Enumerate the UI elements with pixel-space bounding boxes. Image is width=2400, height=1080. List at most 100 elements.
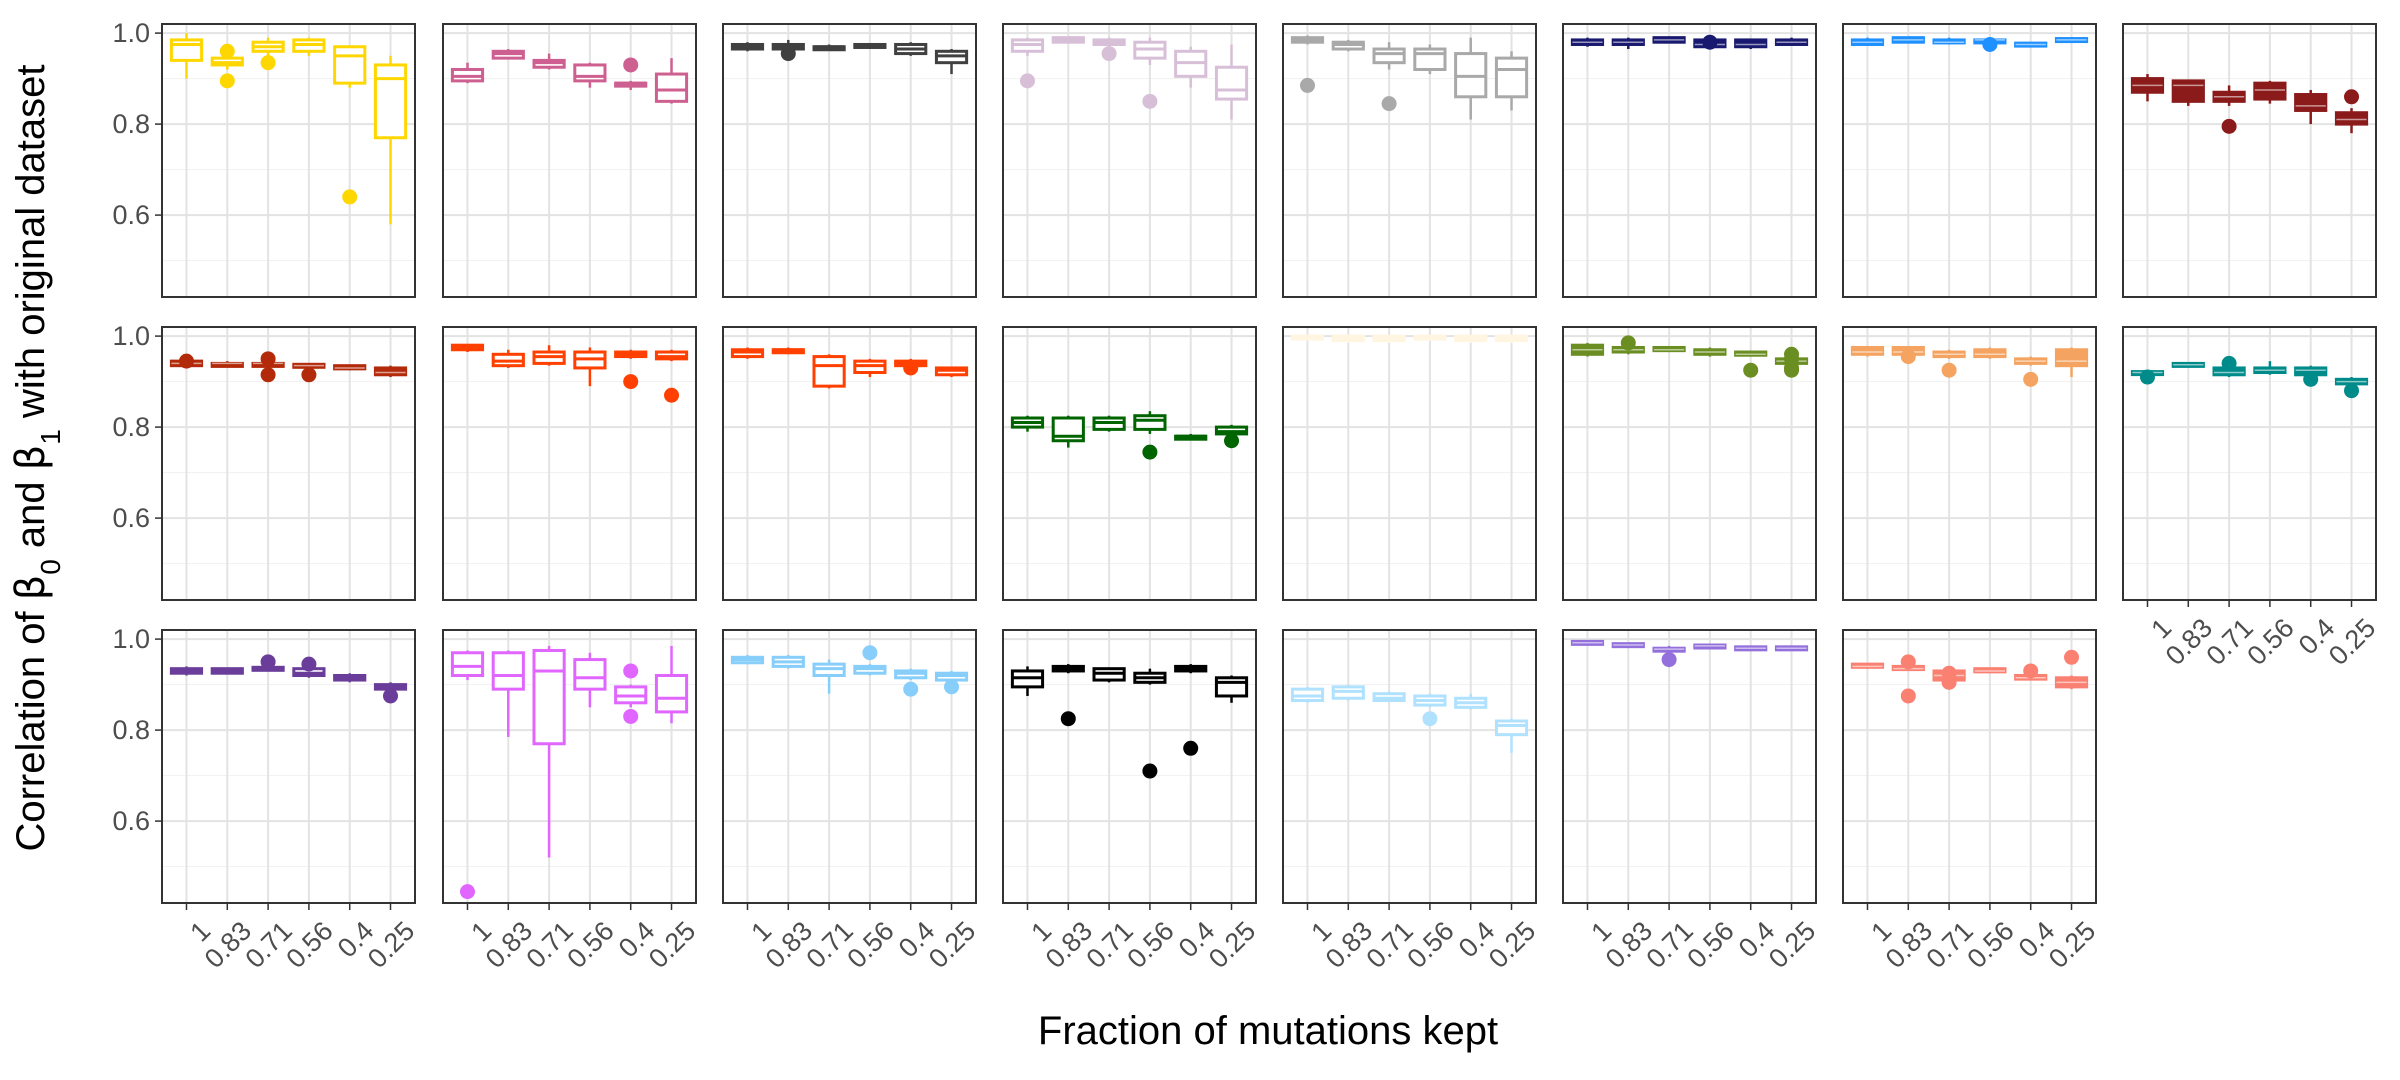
panel-border (442, 326, 697, 601)
box-0.71 (2212, 355, 2246, 378)
outlier-point (1422, 711, 1438, 727)
box-iqr (1734, 38, 1768, 49)
outlier-point (301, 367, 317, 383)
facet-panel (1002, 629, 1257, 904)
box-0.4 (333, 364, 367, 371)
box-0.56 (573, 347, 607, 387)
facet-panel (1002, 326, 1257, 601)
panel-background (1283, 630, 1536, 903)
box-0.25 (373, 55, 408, 225)
box-0.56 (292, 656, 326, 678)
box-1 (1290, 686, 1325, 703)
box-0.71 (251, 37, 285, 71)
box-0.56 (1413, 334, 1447, 341)
box-0.25 (934, 49, 969, 75)
box-1 (450, 62, 485, 84)
box-0.25 (934, 670, 969, 695)
y-title-beta: β (8, 445, 54, 471)
box-0.83 (210, 43, 244, 89)
box-0.56 (1973, 36, 2007, 52)
outlier-point (2139, 369, 2155, 385)
panel-background (162, 24, 415, 297)
box-0.71 (251, 351, 285, 383)
box-0.25 (2054, 649, 2089, 690)
y-tick-label: 1.0 (112, 18, 150, 48)
panel-grid (2123, 24, 2376, 297)
x-axis-ticks: 10.830.710.560.40.25 (1305, 903, 1541, 974)
y-axis-ticks: 1.0 0.8 0.6 (112, 321, 162, 533)
y-title-beta: β (8, 575, 54, 601)
facet-panel (1282, 629, 1537, 904)
box-1 (1850, 345, 1885, 357)
box-0.71 (1932, 349, 1966, 378)
box-0.71 (1652, 645, 1686, 668)
box-0.56 (1133, 37, 1167, 109)
box-0.4 (894, 668, 928, 697)
box-1 (1290, 334, 1325, 341)
outlier-point (1142, 93, 1158, 109)
box-iqr (1214, 65, 1249, 101)
x-axis-title: Fraction of mutations kept (1038, 1009, 1498, 1053)
facet-panel (1282, 23, 1537, 298)
box-0.25 (1774, 37, 1809, 46)
panel-border (1002, 629, 1257, 904)
outlier-point (1941, 665, 1957, 681)
box-0.25 (1214, 44, 1249, 120)
box-1 (450, 343, 485, 353)
box-0.83 (491, 650, 525, 737)
outlier-point (383, 688, 399, 704)
box-0.4 (614, 663, 648, 724)
x-axis-ticks: 10.830.710.560.40.25 (1585, 903, 1821, 974)
box-1 (1010, 415, 1045, 432)
panel-background (1563, 24, 1816, 297)
y-tick-label: 0.8 (112, 109, 150, 139)
box-0.83 (1331, 334, 1365, 343)
x-tick-label: 0.56 (1401, 916, 1459, 974)
x-tick-label: 0.56 (561, 916, 619, 974)
box-iqr (373, 366, 408, 377)
outlier-point (2064, 649, 2080, 665)
outlier-point (903, 681, 919, 697)
panel-grid (1843, 24, 2096, 297)
box-0.71 (1372, 334, 1406, 343)
box-iqr (654, 72, 689, 103)
box-0.25 (1494, 718, 1529, 753)
box-0.71 (1652, 345, 1686, 353)
box-0.83 (1611, 642, 1645, 649)
box-0.56 (1133, 668, 1167, 779)
x-tick-label: 0.56 (1681, 916, 1739, 974)
facet-panel (2122, 23, 2377, 298)
box-0.4 (2014, 663, 2048, 681)
outlier-point (301, 656, 317, 672)
outlier-point (1183, 740, 1199, 756)
box-0.56 (292, 37, 326, 56)
panel-background (443, 24, 696, 297)
box-1 (730, 42, 765, 52)
box-0.83 (210, 361, 244, 368)
outlier-point (780, 46, 796, 62)
facet-panel (161, 629, 416, 904)
box-0.71 (532, 345, 566, 366)
box-1 (1570, 37, 1605, 47)
outlier-point (1224, 433, 1240, 449)
outlier-point (1702, 34, 1718, 50)
x-tick-label: 0.25 (923, 916, 981, 974)
outlier-point (1620, 335, 1636, 351)
facet-panel (1842, 629, 2097, 904)
box-0.56 (853, 358, 887, 378)
panel-border (1002, 23, 1257, 298)
y-tick-label: 0.6 (112, 806, 150, 836)
box-0.25 (373, 365, 408, 378)
box-0.83 (1331, 684, 1365, 701)
box-0.71 (1092, 37, 1126, 62)
box-iqr (491, 651, 525, 691)
outlier-point (260, 351, 276, 367)
box-0.83 (491, 349, 525, 368)
box-0.4 (614, 57, 648, 90)
outlier-point (2344, 383, 2360, 399)
box-0.56 (2253, 361, 2287, 375)
outlier-point (260, 55, 276, 71)
outlier-point (2023, 663, 2039, 679)
outlier-point (219, 73, 235, 89)
panel-grid (1283, 630, 1536, 903)
